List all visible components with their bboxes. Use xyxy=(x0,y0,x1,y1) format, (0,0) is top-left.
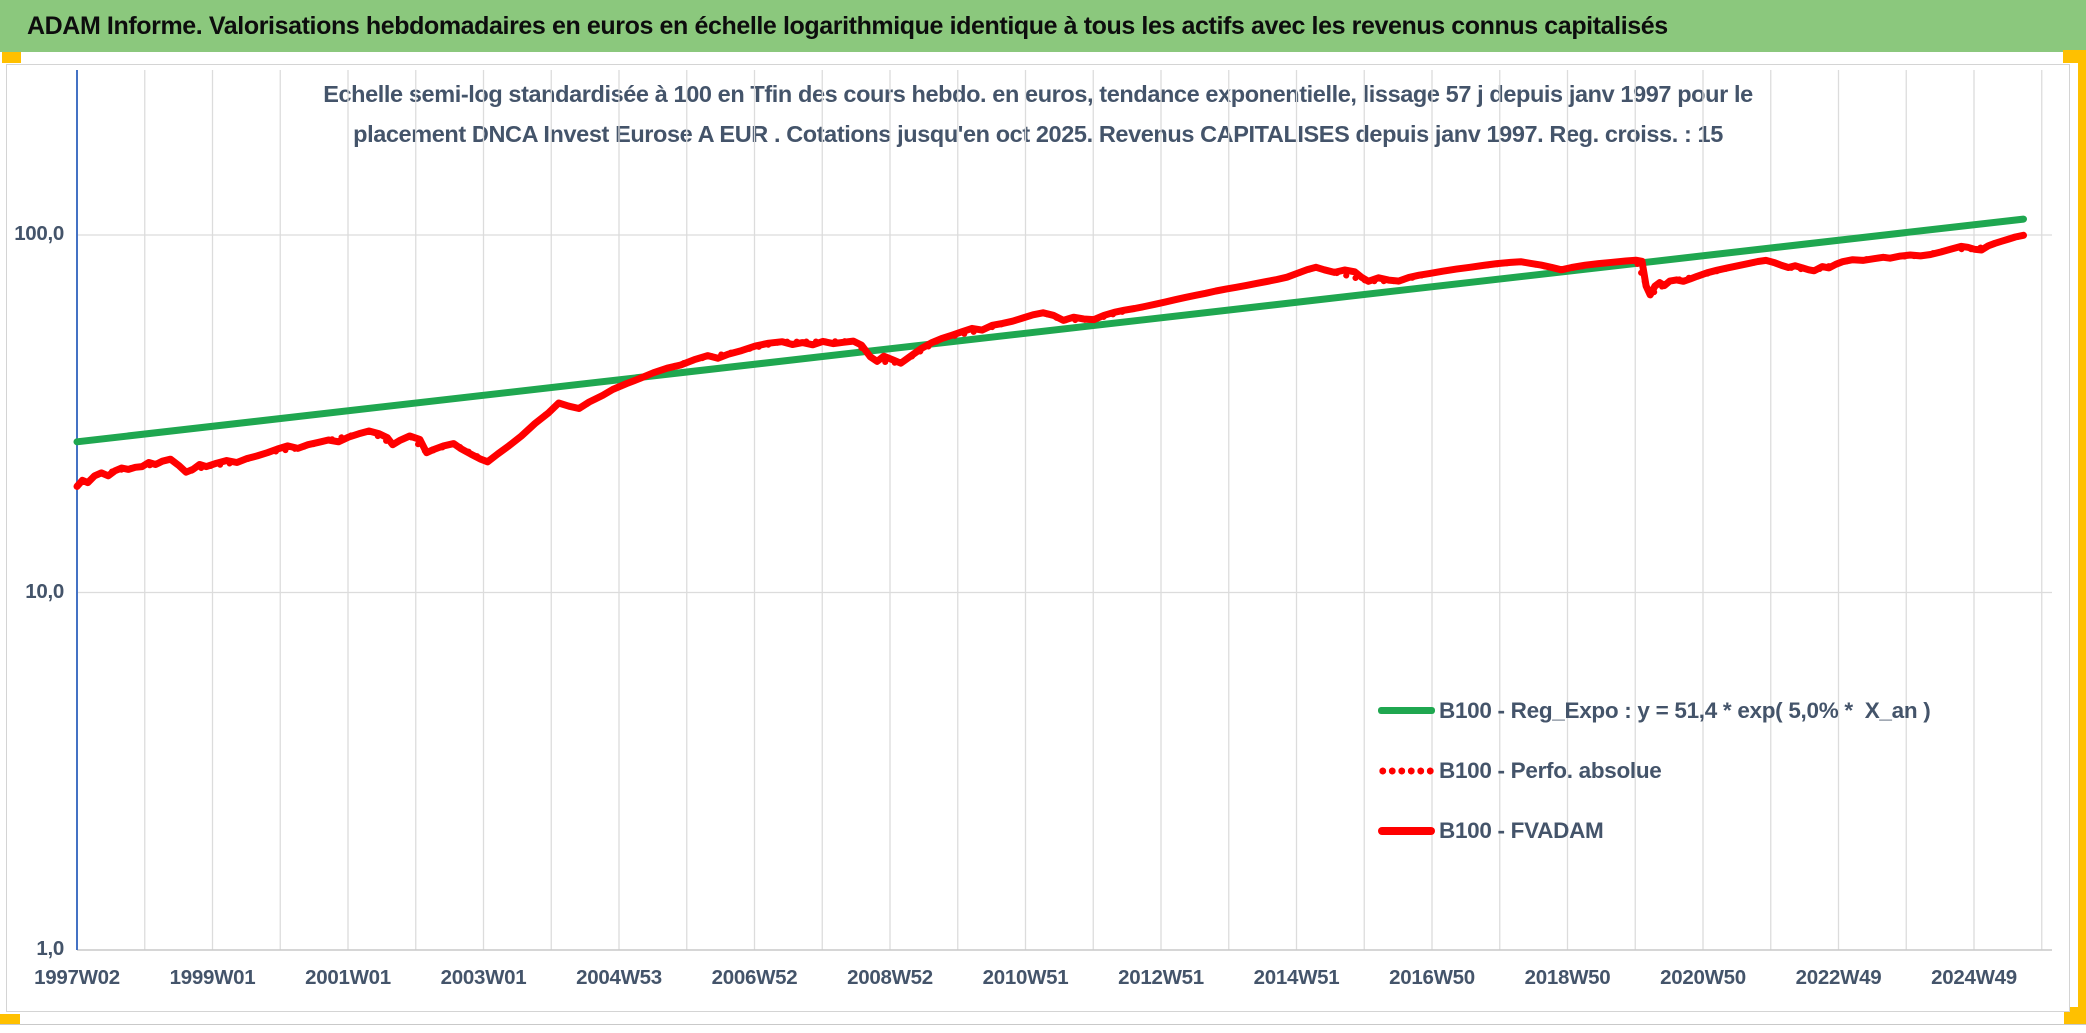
x-axis-tick-label: 2006W52 xyxy=(711,966,798,989)
x-axis-tick-label: 2001W01 xyxy=(305,966,391,989)
x-axis-tick-label: 2016W50 xyxy=(1389,966,1475,989)
x-axis-tick-label: 2012W51 xyxy=(1118,966,1204,989)
x-axis-tick-label: 2020W50 xyxy=(1660,966,1746,989)
legend-swatch-green-line xyxy=(1378,707,1435,714)
chart-title-line2: placement DNCA Invest Eurose A EUR . Cot… xyxy=(353,121,1723,147)
x-axis-tick-label: 1997W02 xyxy=(34,966,120,989)
x-axis-tick-label: 2010W51 xyxy=(982,966,1069,989)
legend-swatch-red-line xyxy=(1378,826,1435,835)
header-banner: ADAM Informe. Valorisations hebdomadaire… xyxy=(0,0,2086,52)
legend-item-reg-expo: B100 - Reg_Expo : y = 51,4 * exp( 5,0% *… xyxy=(1378,692,1931,729)
legend-label: B100 - Reg_Expo : y = 51,4 * exp( 5,0% *… xyxy=(1439,697,1931,723)
x-axis-tick-label: 2024W49 xyxy=(1931,966,2017,989)
gold-accent-top-right xyxy=(2063,50,2086,63)
y-axis-tick-label: 100,0 xyxy=(14,222,64,245)
gold-accent-top-left xyxy=(2,52,21,63)
series-fvadam xyxy=(73,231,2027,490)
x-axis-tick-label: 2014W51 xyxy=(1253,966,1340,989)
gold-accent-bottom-left xyxy=(0,1014,20,1025)
chart-title: Echelle semi-log standardisée à 100 en T… xyxy=(6,74,2070,154)
y-axis-tick-label: 1,0 xyxy=(36,937,64,960)
x-axis-tick-label: 2004W53 xyxy=(576,966,662,989)
legend-label: B100 - FVADAM xyxy=(1439,817,1604,843)
chart-title-line1: Echelle semi-log standardisée à 100 en T… xyxy=(323,81,1753,107)
legend-item-fvadam: B100 - FVADAM xyxy=(1378,812,1930,849)
x-axis-tick-label: 2022W49 xyxy=(1795,966,1882,989)
chart-frame xyxy=(6,64,2070,1012)
legend-label: B100 - Perfo. absolue xyxy=(1439,757,1662,783)
header-title: ADAM Informe. Valorisations hebdomadaire… xyxy=(27,11,1668,40)
y-axis-tick-label: 10,0 xyxy=(25,579,64,603)
legend-item-perfo-absolue: B100 - Perfo. absolue xyxy=(1378,752,1930,789)
gold-accent-right-strip xyxy=(2078,63,2086,1025)
series-perfo-absolue xyxy=(74,232,2027,490)
series-reg-expo xyxy=(73,215,2027,446)
legend-swatch-red-dotted-line xyxy=(1378,766,1435,775)
bottom-divider xyxy=(0,1024,2086,1025)
x-axis-tick-label: 2008W52 xyxy=(847,966,933,989)
x-axis-tick-label: 1999W01 xyxy=(169,966,256,989)
legend: B100 - Reg_Expo : y = 51,4 * exp( 5,0% *… xyxy=(1378,692,1931,849)
x-axis-tick-label: 2018W50 xyxy=(1524,966,1611,989)
x-axis-tick-label: 2003W01 xyxy=(440,966,527,989)
